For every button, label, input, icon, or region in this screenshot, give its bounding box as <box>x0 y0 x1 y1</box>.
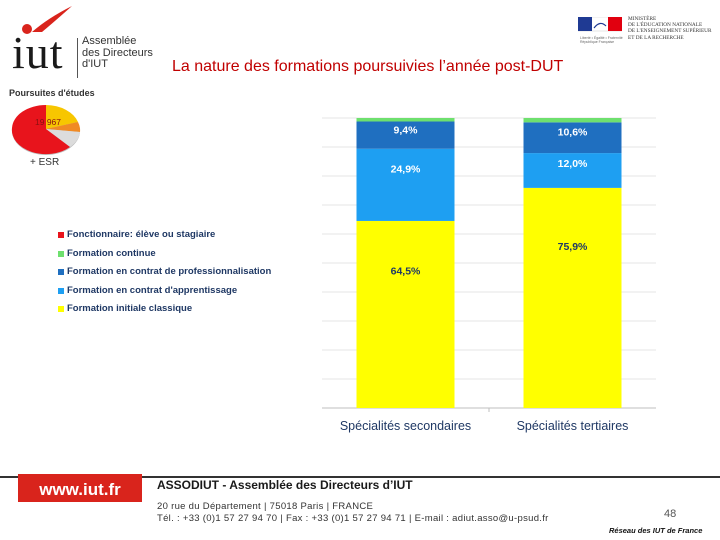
data-label: 64,5% <box>391 266 421 278</box>
logo-dot-icon <box>22 24 32 34</box>
legend-swatch <box>58 306 64 312</box>
stacked-bar-chart: 64,5% 24,9% 9,4% Spécialités secondaires 75,… <box>322 117 656 433</box>
contact-info: Tél. : +33 (0)1 57 27 94 70 | Fax : +33 … <box>157 513 549 524</box>
legend-swatch <box>58 232 64 238</box>
page-title: La nature des formations poursuivies l’a… <box>172 58 564 75</box>
legend-label: Formation initiale classique <box>67 303 193 314</box>
ministry-logo-icon <box>578 17 622 32</box>
bar-segment <box>523 153 622 188</box>
association-name: ASSODIUT - Assemblée des Directeurs d’IU… <box>157 478 413 492</box>
network-signature: Réseau des IUT de France <box>609 526 703 535</box>
bar-segment <box>356 118 455 122</box>
bar-segment <box>356 148 455 221</box>
bar-segment <box>523 122 622 154</box>
inset-pie-chart: 19 967 <box>11 104 81 155</box>
iut-logo: iut <box>12 27 64 78</box>
data-label: 10,6% <box>558 126 588 138</box>
address: 20 rue du Département | 75018 Paris | FR… <box>157 501 374 512</box>
ministry-line: ET DE LA RECHERCHE <box>628 34 684 41</box>
data-label: 12,0% <box>558 158 588 170</box>
page-number: 48 <box>664 508 677 520</box>
logo-subtitle-line: d'IUT <box>82 58 108 70</box>
ministry-name: MINISTÈRE DE L'ÉDUCATION NATIONALE DE L'… <box>628 16 718 41</box>
bar-segment <box>356 220 455 408</box>
legend-swatch <box>58 287 64 294</box>
logo-subtitle-line: Assemblée <box>82 35 137 47</box>
x-tick-label: Spécialités secondaires <box>340 419 471 433</box>
ministry-motto: Liberté • Égalité • Fraternité Républiqu… <box>580 36 623 44</box>
logo-swoosh-icon <box>28 4 76 39</box>
inset-pie-title: Poursuites d'études <box>9 88 95 98</box>
ministry-line: DE L'ENSEIGNEMENT SUPÉRIEUR <box>628 28 712 35</box>
footer-divider <box>0 476 720 478</box>
legend-label: Formation continue <box>67 247 156 259</box>
data-label: 9,4% <box>394 125 419 137</box>
legend-label: Formation en contrat d'apprentissage <box>67 284 238 296</box>
logo-separator <box>77 38 78 78</box>
inset-pie-label: 19 967 <box>35 117 61 127</box>
x-tick-label: Spécialités tertiaires <box>517 419 629 433</box>
bar-segment <box>356 121 455 149</box>
ministry-line: DE L'ÉDUCATION NATIONALE <box>628 22 703 29</box>
legend-swatch <box>58 269 64 275</box>
data-label: 24,9% <box>391 164 421 176</box>
bar-segment <box>523 118 622 123</box>
esr-label: + ESR <box>30 157 60 168</box>
legend-label: Formation en contrat de professionnalisa… <box>67 266 272 277</box>
legend-swatch <box>58 250 64 257</box>
legend-label: Fonctionnaire: élève ou stagiaire <box>67 229 216 240</box>
website-link[interactable]: www.iut.fr <box>39 480 121 499</box>
data-label: 75,9% <box>558 241 588 253</box>
logo-subtitle: Assemblée des Directeurs d'IUT <box>82 35 162 71</box>
url-badge <box>18 474 142 502</box>
ministry-line: MINISTÈRE <box>628 16 657 22</box>
logo-subtitle-line: des Directeurs <box>82 46 153 59</box>
bar-segment <box>523 187 622 408</box>
